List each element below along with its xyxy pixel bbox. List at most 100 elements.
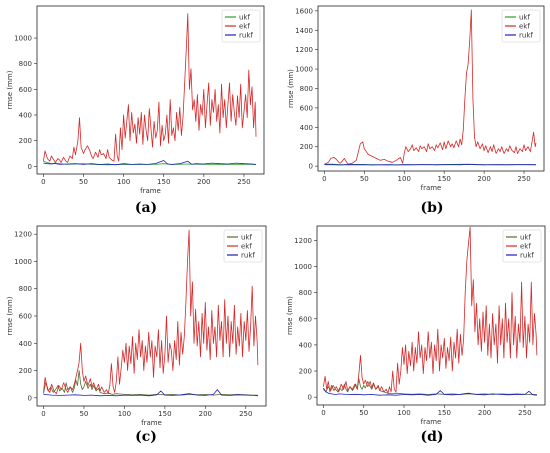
x-tick-label: 100: [118, 410, 131, 418]
legend-box: [221, 9, 261, 43]
y-tick-label: 1000: [14, 35, 32, 43]
y-tick-label: 800: [19, 285, 32, 293]
x-axis-label: frame: [421, 418, 442, 426]
x-tick-label: 250: [517, 175, 530, 183]
y-axis-label: rmse (mm): [286, 296, 294, 335]
plot-frame: [316, 225, 546, 406]
x-axis-label: frame: [140, 187, 161, 195]
x-tick-label: 100: [397, 409, 410, 417]
y-tick-label: 600: [19, 313, 32, 321]
x-axis-label: frame: [141, 419, 162, 427]
y-tick-label: 200: [19, 137, 32, 145]
series-line-ekf: [43, 13, 257, 163]
y-tick-label: 0: [309, 163, 313, 171]
y-axis-label: rmse (mm): [287, 69, 295, 108]
series-line-ukf: [323, 378, 537, 395]
legend-entry-ukf: ukf: [239, 14, 250, 22]
panel-label: (a): [135, 200, 157, 216]
x-tick-label: 0: [41, 178, 45, 186]
y-tick-label: 0: [308, 394, 312, 402]
y-tick-label: 0: [28, 163, 32, 171]
legend-entry-ekf: ekf: [519, 23, 530, 31]
legend-entry-rukf: rukf: [519, 32, 533, 40]
legend-entry-rukf: rukf: [520, 252, 534, 260]
x-tick-label: 150: [158, 410, 171, 418]
series-line-ekf: [43, 229, 259, 395]
x-tick-label: 250: [237, 178, 250, 186]
x-tick-label: 50: [79, 178, 88, 186]
panel-label: (b): [420, 200, 443, 216]
y-tick-label: 600: [299, 315, 312, 323]
x-tick-label: 0: [322, 175, 326, 183]
panel-label: (d): [420, 429, 443, 445]
x-tick-label: 250: [518, 409, 531, 417]
y-tick-label: 1600: [295, 7, 313, 15]
plot-frame: [36, 5, 265, 175]
panel-b: 0 50 100 150 200 250 0 200 400 600 800 1000 1200 1400…: [287, 5, 545, 216]
y-tick-label: 400: [299, 341, 312, 349]
x-tick-label: 50: [360, 175, 369, 183]
x-tick-label: 150: [157, 178, 170, 186]
legend-entry-ekf: ekf: [520, 243, 531, 251]
y-tick-label: 1400: [295, 27, 313, 35]
legend-entry-rukf: rukf: [239, 32, 253, 40]
y-tick-label: 400: [19, 112, 32, 120]
panel-d: 0 50 100 150 200 250 0 200 400 600 800 1000 1200 fram…: [286, 225, 546, 445]
x-tick-label: 100: [398, 175, 411, 183]
series-line-rukf: [323, 387, 537, 396]
legend-box: [502, 229, 542, 263]
y-tick-label: 400: [19, 340, 32, 348]
y-tick-label: 1000: [295, 66, 313, 74]
y-tick-label: 1000: [294, 263, 312, 271]
x-tick-label: 50: [359, 409, 368, 417]
legend-entry-ekf: ekf: [239, 23, 250, 31]
legend-box: [223, 229, 263, 263]
series-line-ekf: [324, 9, 537, 165]
y-tick-label: 800: [300, 85, 313, 93]
x-axis-label: frame: [421, 184, 442, 192]
y-tick-label: 600: [300, 104, 313, 112]
x-tick-label: 200: [199, 410, 212, 418]
panel-label: (c): [135, 429, 157, 445]
y-axis-label: rmse (mm): [6, 296, 14, 335]
x-tick-label: 150: [437, 175, 450, 183]
x-tick-label: 50: [79, 410, 88, 418]
series-line-rukf: [43, 160, 257, 166]
y-tick-label: 400: [300, 124, 313, 132]
y-tick-label: 1200: [295, 46, 313, 54]
y-tick-label: 800: [19, 60, 32, 68]
legend-entry-ukf: ukf: [241, 234, 252, 242]
series-line-rukf: [43, 389, 258, 397]
y-tick-label: 800: [299, 289, 312, 297]
x-tick-label: 150: [438, 409, 451, 417]
series-line-ukf: [43, 370, 258, 396]
y-tick-label: 200: [299, 368, 312, 376]
panel-c: 0 50 100 150 200 250 0 200 400 600 800 1000 1200 fram…: [6, 225, 267, 445]
y-tick-label: 600: [19, 86, 32, 94]
series-line-rukf: [324, 164, 537, 166]
series-line-ekf: [323, 226, 538, 394]
y-tick-label: 200: [300, 143, 313, 151]
legend-entry-ukf: ukf: [519, 14, 530, 22]
y-tick-label: 200: [19, 367, 32, 375]
x-tick-label: 0: [41, 410, 45, 418]
x-tick-label: 250: [239, 410, 252, 418]
y-axis-label: rmse (mm): [6, 70, 14, 109]
x-tick-label: 100: [117, 178, 130, 186]
legend-box: [501, 9, 541, 43]
legend-entry-rukf: rukf: [241, 252, 255, 260]
legend-entry-ukf: ukf: [520, 234, 531, 242]
x-tick-label: 200: [197, 178, 210, 186]
panel-a: 0 50 100 150 200 250 0 200 400 600 800 1000 frame rms…: [6, 5, 265, 216]
y-tick-label: 1000: [14, 258, 32, 266]
y-tick-label: 1200: [294, 237, 312, 245]
y-tick-label: 1200: [14, 231, 32, 239]
series-line-ukf: [43, 160, 257, 166]
x-tick-label: 0: [321, 409, 325, 417]
x-tick-label: 200: [478, 409, 491, 417]
